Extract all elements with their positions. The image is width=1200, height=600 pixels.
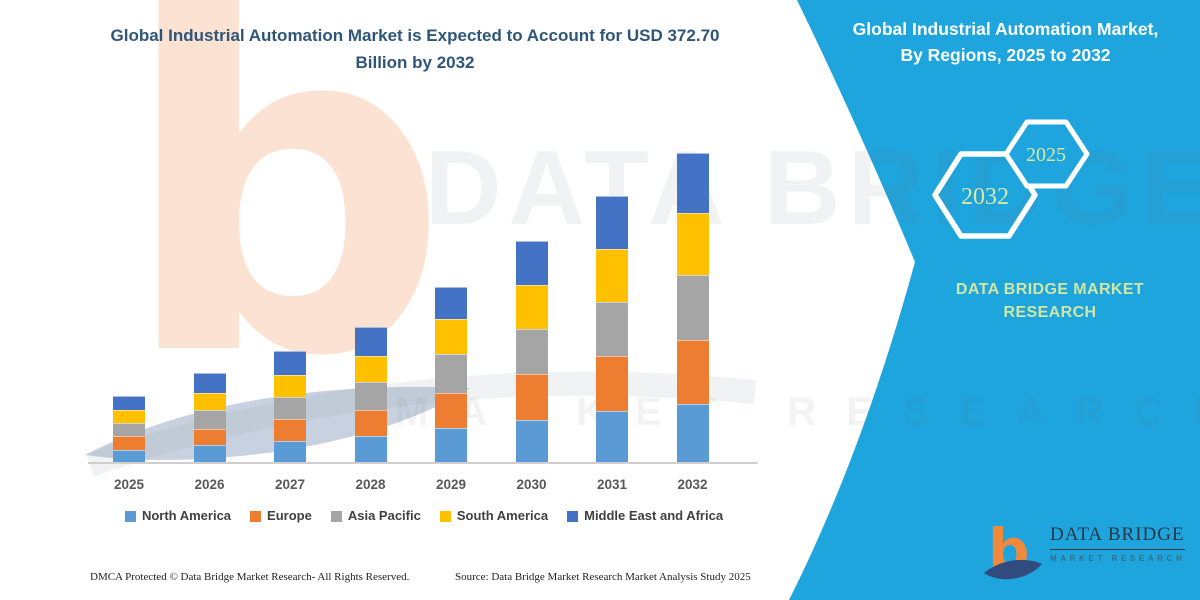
chart-title-line1: Global Industrial Automation Market is E… <box>110 26 720 45</box>
hexagon-2025-icon <box>1003 119 1090 189</box>
legend-middle-east-and-africa: Middle East and Africa <box>567 508 723 523</box>
bar-segment-2028-south-america <box>354 355 387 382</box>
bar-segment-2028-north-america <box>354 436 387 463</box>
bar-2029 <box>435 286 467 463</box>
bar-segment-2032-north-america <box>676 403 709 463</box>
bar-segment-2027-middle-east-and-africa <box>274 351 306 375</box>
bar-2028 <box>354 327 387 463</box>
x-axis-labels: 2025 2026 2027 2028 2029 2030 2031 2032 <box>88 477 760 497</box>
legend-south-america: South America <box>439 508 549 523</box>
bar-segment-2030-north-america <box>515 420 548 463</box>
x-axis-label-2028: 2028 <box>355 477 386 492</box>
bar-segment-2025-europe <box>113 436 145 450</box>
side-panel-brand-text: DATA BRIDGE MARKET RESEARCH <box>900 278 1200 324</box>
legend-label: Asia Pacific <box>347 508 421 523</box>
bar-2027 <box>274 351 306 463</box>
bar-segment-2029-middle-east-and-africa <box>435 286 467 319</box>
bar-segment-2031-middle-east-and-africa <box>596 195 628 249</box>
legend-asia-pacific: Asia Pacific <box>330 508 421 523</box>
legend-north-america: North America <box>124 508 232 523</box>
bar-segment-2029-south-america <box>435 318 467 355</box>
brand-text-line1: DATA BRIDGE MARKET <box>955 281 1145 298</box>
bar-segment-2029-north-america <box>435 427 467 463</box>
x-axis-label-2029: 2029 <box>435 477 467 492</box>
legend-label: North America <box>141 508 232 523</box>
bar-segment-2029-europe <box>435 392 467 428</box>
legend-label: Middle East and Africa <box>584 508 724 523</box>
logo-name: DATA BRIDGE <box>1050 524 1186 550</box>
legend: North America Europe Asia Pacific South Ame… <box>88 508 760 523</box>
bar-segment-2027-europe <box>274 418 306 441</box>
bar-2025 <box>113 396 145 463</box>
bar-segment-2031-north-america <box>596 411 628 463</box>
x-axis-label-2031: 2031 <box>596 477 628 492</box>
bar-segment-2031-asia-pacific <box>596 302 628 357</box>
side-panel-title-line2: By Regions, 2025 to 2032 <box>900 45 1111 65</box>
bar-segment-2028-middle-east-and-africa <box>354 327 387 356</box>
badge-2032-label: 2032 <box>961 184 1009 210</box>
bar-segment-2025-asia-pacific <box>113 422 145 437</box>
bar-segment-2029-asia-pacific <box>435 354 467 393</box>
logo-tagline: MARKET RESEARCH <box>1050 554 1186 563</box>
bar-2031 <box>596 195 628 463</box>
chart-title: Global Industrial Automation Market is E… <box>55 22 775 76</box>
bar-segment-2031-south-america <box>596 248 628 303</box>
x-axis-label-2027: 2027 <box>274 477 306 492</box>
legend-marker-icon <box>567 510 579 522</box>
logo-b-icon: b <box>982 516 1046 588</box>
bar-segment-2028-asia-pacific <box>354 381 387 411</box>
side-panel-title-line1: Global Industrial Automation Market, <box>852 19 1159 39</box>
legend-marker-icon <box>439 510 451 522</box>
bar-segment-2026-middle-east-and-africa <box>193 373 226 394</box>
bar-segment-2030-europe <box>515 374 548 421</box>
bar-2026 <box>193 373 226 463</box>
bar-segment-2032-asia-pacific <box>676 275 709 340</box>
bar-segment-2032-middle-east-and-africa <box>676 153 709 213</box>
footer-dmca-text: DMCA Protected © Data Bridge Market Rese… <box>90 571 410 583</box>
bar-segment-2025-north-america <box>113 449 145 463</box>
legend-marker-icon <box>250 510 262 522</box>
brand-text-line2: RESEARCH <box>1003 304 1097 321</box>
bar-segment-2025-south-america <box>113 410 145 423</box>
legend-europe: Europe <box>250 508 312 523</box>
bar-segment-2027-north-america <box>274 440 306 463</box>
bar-segment-2026-europe <box>193 428 226 446</box>
side-panel-title: Global Industrial Automation Market, By … <box>828 16 1183 68</box>
legend-label: Europe <box>267 508 312 523</box>
chart-title-line2: Billion by 2032 <box>355 53 475 72</box>
x-axis-line <box>88 462 758 464</box>
bar-segment-2026-north-america <box>193 445 226 463</box>
bar-segment-2030-middle-east-and-africa <box>515 240 548 286</box>
bar-2030 <box>515 240 548 463</box>
data-bridge-logo: b DATA BRIDGE MARKET RESEARCH <box>982 516 1192 588</box>
x-axis-label-2030: 2030 <box>516 477 547 492</box>
bar-segment-2030-south-america <box>515 285 548 329</box>
bar-segment-2026-south-america <box>193 393 226 411</box>
year-badges: 2032 2025 <box>932 119 1090 239</box>
bar-segment-2027-asia-pacific <box>274 397 306 419</box>
x-axis-label-2025: 2025 <box>113 477 145 492</box>
bar-segment-2032-europe <box>676 339 709 404</box>
footer-source-text: Source: Data Bridge Market Research Mark… <box>455 571 751 583</box>
x-axis-label-2026: 2026 <box>194 477 225 492</box>
bar-segment-2028-europe <box>354 410 387 437</box>
bar-segment-2031-europe <box>596 356 628 412</box>
plot-area <box>88 150 760 463</box>
bar-segment-2027-south-america <box>274 374 306 398</box>
badge-2025-label: 2025 <box>1026 144 1066 166</box>
legend-label: South America <box>456 508 549 523</box>
bar-2032 <box>676 153 709 463</box>
bar-segment-2026-asia-pacific <box>193 410 226 429</box>
bar-segment-2025-middle-east-and-africa <box>113 396 145 411</box>
x-axis-label-2032: 2032 <box>677 477 708 492</box>
bar-segment-2030-asia-pacific <box>515 328 548 375</box>
legend-marker-icon <box>330 510 342 522</box>
bar-segment-2032-south-america <box>676 212 709 276</box>
legend-marker-icon <box>124 510 136 522</box>
